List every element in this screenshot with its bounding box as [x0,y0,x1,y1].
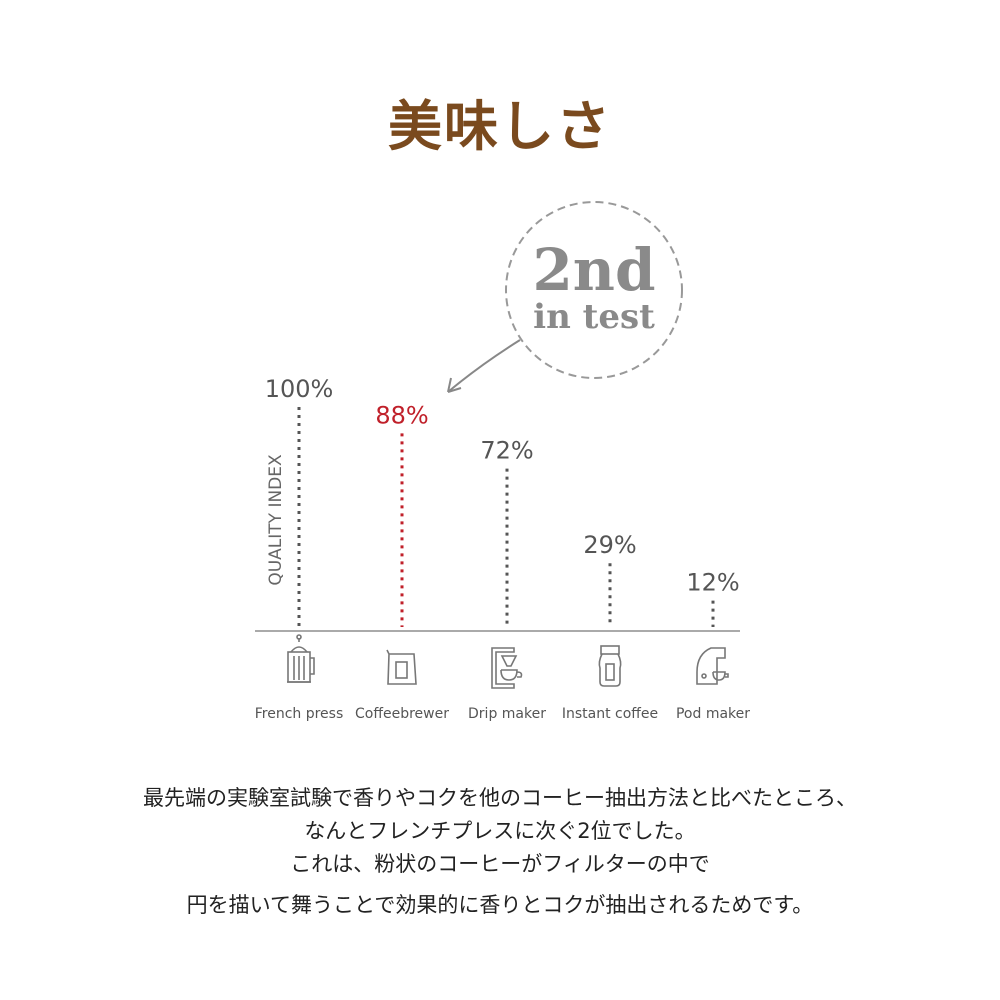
badge-arrow [447,339,521,393]
badge-line1: 2nd [532,236,655,304]
category-label: French press [255,706,344,722]
category-label: Instant coffee [562,706,658,722]
description-line: なんとフレンチプレスに次ぐ2位でした。 [304,819,696,843]
second-in-test-badge: 2nd in test [447,201,683,393]
value-label: 29% [583,531,636,559]
description-line: 最先端の実験室試験で香りやコクを他のコーヒー抽出方法と比べたところ、 [143,786,857,810]
instant-coffee-jar-icon [598,645,622,687]
french-press-icon [287,634,315,683]
drip-maker-icon [491,647,523,689]
category-label: Pod maker [676,706,750,722]
badge-line2: in test [533,297,655,337]
y-axis-label: QUALITY INDEX [266,454,286,586]
description-line: これは、粉状のコーヒーがフィルターの中で [290,852,710,876]
quality-chart: 2nd in test QUALITY INDEX 100% French pre… [255,201,750,722]
arrow-head-icon [447,377,462,393]
description: 最先端の実験室試験で香りやコクを他のコーヒー抽出方法と比べたところ、 なんとフレ… [0,782,1000,922]
category-label: Drip maker [468,706,546,722]
value-label: 72% [480,437,533,465]
category-label: Coffeebrewer [355,706,449,722]
value-label: 100% [265,375,334,403]
value-label: 88% [375,401,428,429]
pod-maker-icon [696,647,729,685]
description-line: 円を描いて舞うことで効果的に香りとコクが抽出されるためです。 [186,893,814,917]
value-label: 12% [686,569,739,597]
coffee-bag-icon [386,649,417,685]
page-title: 美味しさ [388,95,612,158]
